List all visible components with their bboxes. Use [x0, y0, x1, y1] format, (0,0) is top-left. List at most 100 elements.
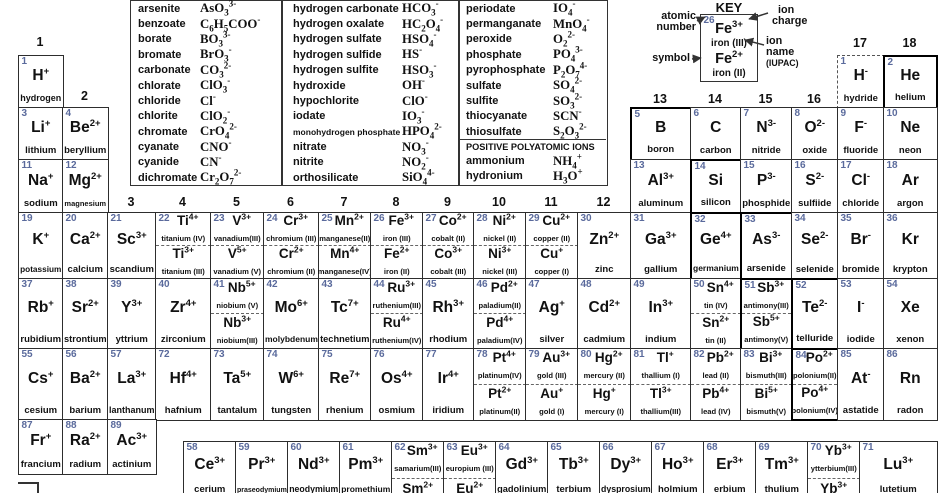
element-cell-dy: 66 Dy3+ dysprosium — [599, 441, 653, 493]
ion-name: holmium — [657, 484, 698, 493]
element-cell-se: 34 Se2- selenide — [791, 212, 839, 280]
key-title: KEY — [715, 0, 743, 15]
ion-symbol: P3- — [756, 170, 776, 189]
ion-secondary: Sn2+ tin (II) — [691, 314, 741, 348]
ion-symbol: Mn4+ — [330, 244, 360, 261]
element-cell-fr: 87 Fr+ francium — [18, 419, 64, 475]
ion-name: cobalt (III) — [430, 266, 467, 276]
ion-symbol: Po4+ — [801, 383, 829, 401]
ion-symbol: Cs+ — [28, 368, 54, 387]
ion-formula: SO32- — [553, 91, 583, 111]
ion-name: krypton — [892, 264, 928, 275]
ion-name: astatide — [842, 405, 879, 416]
ion-name: bromide — [842, 264, 880, 275]
ion-name: hydrogen sulfide — [293, 48, 382, 61]
ion-primary: Fe3+ iron (III) — [371, 212, 423, 247]
element-cell-bi: 83 Bi3+ bismuth(III) Bi5+ bismuth(V) — [740, 348, 793, 421]
ion-symbol: Hg2+ — [594, 348, 623, 365]
polyatomic-ion-row: nitrate NO3- — [282, 138, 457, 156]
ion-primary: Co2+ cobalt (II) — [423, 211, 474, 247]
ion-name: nickel (III) — [482, 266, 518, 276]
element-cell-pb: 82 Pb2+ lead (II) Pb4+ lead (IV) — [690, 348, 742, 421]
atomic-number: 26 — [373, 213, 385, 224]
ion-name: silicon — [700, 197, 731, 208]
element-cell-cl: 17 Cl-chloride — [837, 159, 885, 214]
ion-name: hydride — [843, 93, 878, 104]
polyatomic-ion-row: dichromate Cr2O72- — [131, 169, 280, 187]
ion-name: barium — [69, 405, 102, 416]
ion-name: niobium (V) — [216, 300, 259, 310]
ion-secondary: Ru4+ ruthenium(IV) — [371, 314, 423, 348]
ion-symbol: W6+ — [278, 368, 304, 387]
ion-name: lead (II) — [702, 370, 730, 380]
ion-formula: OH- — [402, 75, 425, 93]
element-cell-au: 79 Au3+ gold (III) Au+ gold (I) — [525, 348, 579, 421]
ion-name: nitride — [751, 145, 781, 156]
ion-symbol: Tb3+ — [558, 454, 589, 473]
element-cell-ir: 77 Ir4+ iridium — [422, 348, 475, 421]
ion-secondary: Sb5+ antimony(V) — [742, 314, 791, 347]
element-cell-s: 16 S2- sulfiide — [791, 159, 839, 214]
element-cell-re: 75 Re7+ rhenium — [318, 348, 372, 421]
ion-symbol: S2- — [805, 170, 825, 189]
ion-symbol: Mg2+ — [68, 170, 102, 189]
atomic-number: 85 — [840, 349, 852, 360]
atomic-number: 60 — [290, 442, 302, 453]
ion-name: sulfite — [466, 94, 499, 107]
atomic-number: 28 — [476, 213, 488, 224]
ion-name: zinc — [595, 264, 614, 275]
ion-symbol: Pt4+ — [492, 348, 516, 365]
ion-name: fluoride — [843, 145, 879, 156]
ion-name: chloride — [138, 94, 181, 107]
ion-symbol: Co2+ — [438, 211, 467, 228]
atomic-number: 6 — [693, 108, 700, 119]
ion-formula: P2O74- — [553, 60, 588, 80]
element-cell-mn: 25 Mn2+ manganese(II) Mn4+ manganese(IV) — [318, 212, 372, 280]
element-cell-gd: 64 Gd3+ gadolinium — [495, 441, 549, 493]
element-cell-zr: 40 Zr4+ zirconium — [155, 278, 212, 350]
ion-symbol: Sb3+ — [757, 278, 785, 296]
ion-symbol: Ar — [901, 171, 919, 189]
polyatomic-ion-row: hydrogen sulfide HS- — [282, 46, 457, 62]
ion-name: indium — [645, 334, 677, 345]
ion-name: platinum(IV) — [477, 370, 522, 380]
ion-formula: NO2- — [402, 152, 429, 172]
ion-primary: Ni2+ nickel (II) — [474, 212, 526, 247]
ion-symbol: Cu2+ — [542, 211, 571, 228]
atomic-number: 52 — [795, 280, 807, 291]
element-cell-as: 33 As3- arsenide — [740, 212, 793, 280]
ion-name: rubidium — [20, 334, 62, 345]
element-cell-la: 57 La3+ lanthanum — [107, 348, 157, 421]
ion-name: sulfiide — [798, 198, 832, 209]
ion-name: xenon — [896, 334, 925, 345]
element-cell-h: 1 H-hydride — [837, 55, 885, 109]
ion-symbol: Fe2+ — [384, 244, 410, 261]
ion-name: periodate — [466, 2, 516, 15]
element-cell-ba: 56 Ba2+ barium — [62, 348, 109, 421]
ion-name: copper (II) — [533, 233, 571, 243]
ion-secondary: Mn4+ manganese(IV) — [318, 244, 372, 278]
ion-primary: Eu3+ europium (III) — [444, 442, 496, 479]
ion-name: boron — [647, 144, 675, 155]
atomic-number: 7 — [743, 108, 750, 119]
group-number-label: 18 — [902, 36, 917, 50]
polyatomic-ion-row: peroxide O22- — [459, 30, 606, 48]
ion-name: aluminum — [638, 198, 684, 209]
ion-formula: IO4- — [553, 0, 576, 18]
ion-name: zirconium — [160, 334, 206, 345]
polyatomic-ion-row: cyanide CN- — [131, 153, 280, 170]
symbol-label: symbol — [652, 52, 690, 64]
ion-name: yttrium — [115, 334, 148, 345]
group-number-label: 3 — [127, 195, 135, 209]
ion-name: tin (IV) — [703, 300, 728, 310]
ion-name: hydrogen — [20, 93, 62, 103]
element-cell-sn: 50 Sn4+ tin (IV) Sn2+ tin (II) — [690, 278, 742, 350]
element-cell-zn: 30 Zn2+ zinc — [577, 212, 632, 280]
atomic-number: 38 — [65, 279, 77, 290]
ion-name: gadolinium — [497, 484, 547, 493]
ion-primary: Pt4+ platinum(IV) — [474, 349, 526, 385]
atomic-number: 20 — [65, 213, 77, 224]
ion-symbol: Au+ — [540, 384, 564, 401]
ion-symbol: In3+ — [648, 298, 674, 317]
